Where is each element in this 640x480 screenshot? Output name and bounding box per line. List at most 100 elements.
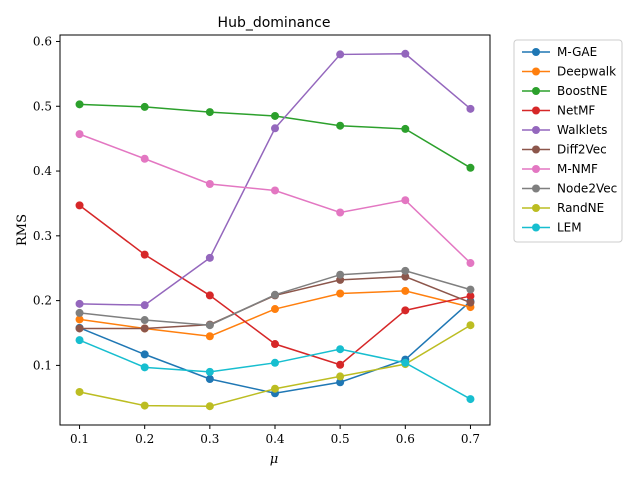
legend-item: Walklets — [522, 123, 607, 137]
data-point — [336, 50, 345, 59]
data-point — [205, 332, 214, 341]
data-point — [140, 154, 149, 163]
data-point — [401, 49, 410, 58]
legend-swatch-marker — [532, 67, 540, 76]
data-point — [336, 378, 345, 387]
legend-label: M-GAE — [557, 45, 597, 59]
data-point — [336, 372, 345, 381]
x-tick-label: 0.5 — [331, 432, 350, 446]
data-point — [401, 306, 410, 315]
legend-swatch-marker — [532, 48, 540, 56]
data-point — [401, 286, 410, 295]
y-tick-label: 0.2 — [33, 294, 52, 308]
legend-label: Walklets — [557, 123, 607, 137]
data-point — [271, 358, 279, 367]
data-point — [75, 324, 84, 333]
legend-item: M-NMF — [522, 162, 598, 176]
data-point — [401, 124, 410, 133]
legend-label: BoostNE — [557, 84, 607, 98]
series-line — [79, 53, 471, 306]
legend-item: Node2Vec — [522, 182, 617, 196]
data-point — [140, 102, 149, 111]
legend-label: LEM — [557, 221, 582, 235]
y-tick-label: 0.4 — [33, 164, 52, 178]
data-point — [140, 401, 149, 410]
data-point — [466, 163, 475, 172]
legend-label: Diff2Vec — [557, 143, 607, 157]
x-axis-title: μ — [270, 452, 278, 467]
x-tick-label: 0.2 — [135, 432, 154, 446]
data-point — [401, 196, 410, 205]
series-walklets — [75, 49, 475, 310]
legend-label: Node2Vec — [557, 182, 617, 196]
legend-item: NetMF — [522, 104, 595, 118]
data-point — [140, 316, 149, 325]
legend-swatch-marker — [532, 165, 540, 173]
series-line — [79, 275, 471, 330]
legend-swatch-marker — [532, 204, 540, 212]
data-point — [75, 100, 84, 109]
data-point — [271, 124, 279, 133]
legend-label: NetMF — [557, 104, 595, 118]
data-point — [271, 384, 279, 393]
y-tick-label: 0.3 — [33, 229, 52, 243]
data-point — [336, 289, 345, 298]
legend-swatch-marker — [532, 87, 540, 95]
legend-swatch-marker — [532, 184, 540, 193]
data-point — [75, 387, 84, 396]
series-node2vec — [75, 266, 475, 330]
data-point — [140, 250, 149, 259]
legend-swatch-marker — [532, 223, 540, 232]
legend-item: Deepwalk — [522, 65, 616, 79]
axes: 0.1 0.2 0.3 0.4 0.5 0.6 0.7 0.1 0.2 0.3 0.4 0.5 0.6 — [33, 34, 480, 446]
series-boostne — [75, 100, 475, 172]
data-point — [401, 266, 410, 275]
data-point — [75, 130, 84, 139]
data-point — [205, 253, 214, 262]
data-point — [75, 201, 84, 210]
data-point — [336, 270, 345, 279]
data-point — [75, 315, 84, 324]
data-point — [466, 292, 475, 301]
data-point — [466, 285, 475, 294]
legend-item: LEM — [522, 221, 582, 235]
x-tick-label: 0.4 — [265, 432, 284, 446]
data-point — [271, 186, 279, 195]
data-point — [205, 321, 214, 330]
series-lem — [75, 336, 475, 404]
legend: M-GAE Deepwalk BoostNE NetMF Walklets Diff2Ve… — [513, 39, 623, 243]
legend-swatch-marker — [532, 106, 540, 115]
x-tick-label: 0.1 — [70, 432, 89, 446]
legend-item: M-GAE — [522, 45, 597, 59]
legend-item: BoostNE — [522, 84, 607, 98]
data-point — [205, 375, 214, 384]
legend-swatch-marker — [532, 145, 540, 154]
data-point — [466, 395, 475, 404]
data-point — [336, 208, 345, 217]
legend-label: RandNE — [557, 201, 604, 215]
data-point — [336, 360, 345, 369]
series-netmf — [75, 201, 475, 369]
data-point — [205, 180, 214, 189]
data-point — [140, 350, 149, 359]
y-tick-label: 0.1 — [33, 358, 52, 372]
data-point — [140, 301, 149, 310]
plot-area — [75, 49, 475, 411]
data-point — [336, 121, 345, 130]
data-point — [205, 291, 214, 300]
x-tick-label: 0.6 — [396, 432, 415, 446]
chart-title: Hub_dominance — [218, 15, 331, 31]
data-point — [466, 298, 475, 307]
data-point — [140, 363, 149, 372]
y-axis-title: RMS — [15, 214, 30, 246]
legend-item: Diff2Vec — [522, 143, 607, 157]
data-point — [205, 402, 214, 411]
data-point — [205, 108, 214, 117]
x-tick-label: 0.3 — [200, 432, 219, 446]
data-point — [205, 367, 214, 376]
data-point — [271, 340, 279, 349]
legend-item: RandNE — [522, 201, 604, 215]
data-point — [271, 290, 279, 299]
y-tick-label: 0.5 — [33, 99, 52, 113]
data-point — [466, 259, 475, 268]
